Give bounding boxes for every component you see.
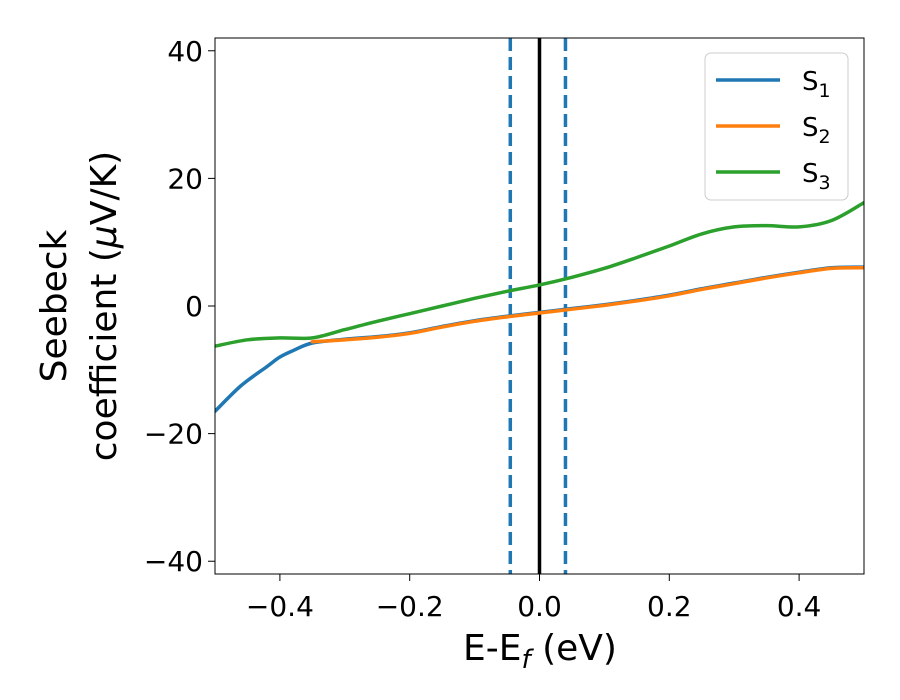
- x-axis-label: E-Ef (eV): [463, 628, 617, 675]
- legend-label-s1: S1: [802, 67, 831, 102]
- y-axis-label-line2: coefficient (μV/K): [84, 151, 125, 461]
- legend-label-s3: S3: [802, 159, 831, 194]
- x-tick-label: 0.4: [777, 590, 822, 623]
- y-tick-label: −20: [144, 418, 203, 451]
- y-axis-label-line1: Seebeck: [34, 229, 75, 382]
- y-tick-label: 0: [185, 290, 203, 323]
- y-tick-label: −40: [144, 545, 203, 578]
- series-lines: [215, 200, 864, 414]
- y-tick-label: 20: [167, 162, 203, 195]
- reference-lines: [508, 38, 568, 574]
- series-line-s3: [215, 200, 864, 348]
- x-tick-label: −0.4: [246, 590, 314, 623]
- x-tick-label: −0.2: [376, 590, 444, 623]
- x-axis: −0.4 −0.2 0.0 0.2 0.4: [246, 574, 821, 623]
- x-tick-label: 0.0: [517, 590, 562, 623]
- series-line-s2: [310, 265, 864, 344]
- legend-label-s2: S2: [802, 113, 831, 148]
- x-tick-label: 0.2: [647, 590, 692, 623]
- y-tick-label: 40: [167, 35, 203, 68]
- legend: S1 S2 S3: [704, 52, 849, 201]
- y-axis: −40 −20 0 20 40: [144, 35, 215, 578]
